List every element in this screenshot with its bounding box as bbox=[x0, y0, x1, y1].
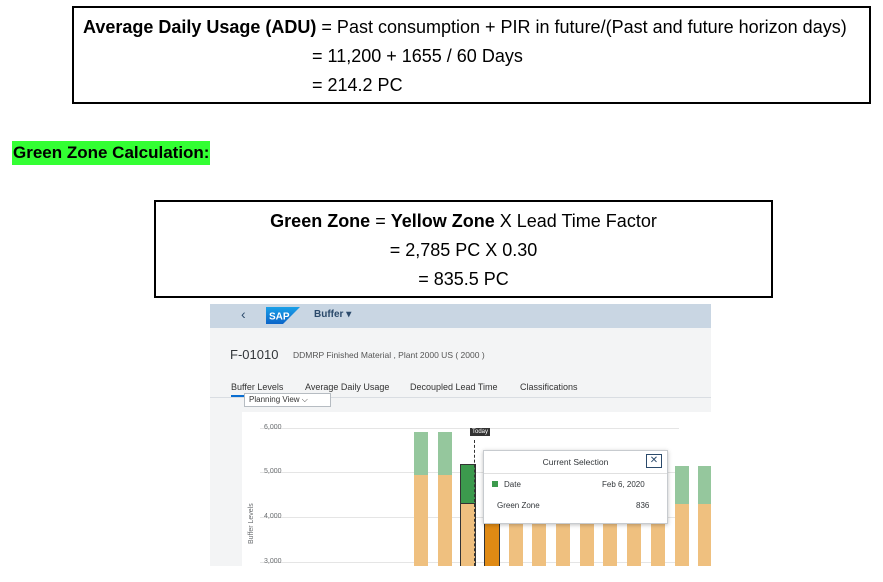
tab-bar-divider bbox=[210, 397, 711, 398]
y-tick-label: 4,000 bbox=[264, 513, 282, 520]
adu-step-1: = 11,200 + 1655 / 60 Days bbox=[312, 46, 523, 66]
date-value: Feb 6, 2020 bbox=[602, 480, 645, 489]
adu-formula-line: Average Daily Usage (ADU) = Past consump… bbox=[83, 16, 847, 38]
yellow-zone-bar[interactable] bbox=[698, 504, 711, 566]
yellow-zone-bar[interactable] bbox=[460, 503, 476, 566]
adu-label: Average Daily Usage (ADU) bbox=[83, 17, 317, 37]
date-label: Date bbox=[504, 480, 521, 489]
current-selection-popover: Current Selection ✕ Date Feb 6, 2020 Gre… bbox=[483, 450, 668, 524]
lead-time-factor-text: X Lead Time Factor bbox=[494, 211, 657, 231]
yellow-zone-bar[interactable] bbox=[675, 504, 689, 566]
sap-shell-bar: ‹ SAP Buffer ▾ bbox=[210, 304, 711, 328]
equals-sign: = bbox=[370, 211, 391, 231]
object-id: F-01010 bbox=[230, 347, 279, 362]
adu-formula: = Past consumption + PIR in future/(Past… bbox=[316, 17, 847, 37]
green-zone-row-label: Green Zone bbox=[497, 501, 540, 510]
y-tick-label: 5,000 bbox=[264, 468, 282, 475]
yellow-zone-bar[interactable] bbox=[627, 516, 641, 566]
y-tick-label: 3,000 bbox=[264, 558, 282, 565]
yellow-zone-bar[interactable] bbox=[414, 475, 428, 566]
y-axis-label: Buffer Levels bbox=[248, 503, 255, 544]
green-zone-bar[interactable] bbox=[675, 466, 689, 504]
green-zone-step-1: = 2,785 PC X 0.30 bbox=[389, 240, 538, 260]
adu-step-2: = 214.2 PC bbox=[312, 75, 403, 95]
yellow-zone-bar[interactable] bbox=[509, 516, 523, 566]
green-zone-swatch-icon bbox=[492, 481, 498, 487]
yellow-zone-bar[interactable] bbox=[556, 516, 570, 566]
green-zone-bar[interactable] bbox=[438, 432, 452, 475]
yellow-zone-bar[interactable] bbox=[580, 516, 594, 566]
object-description: DDMRP Finished Material , Plant 2000 US … bbox=[293, 350, 485, 360]
yellow-zone-bar[interactable] bbox=[651, 516, 665, 566]
popover-title: Current Selection bbox=[542, 457, 609, 467]
tab-decoupled-lead-time[interactable]: Decoupled Lead Time bbox=[410, 382, 498, 392]
sap-buffer-screenshot: ‹ SAP Buffer ▾ F-01010 DDMRP Finished Ma… bbox=[210, 304, 711, 566]
y-tick-label: 6,000 bbox=[264, 424, 282, 431]
green-zone-heading: Green Zone Calculation: bbox=[12, 141, 211, 165]
green-zone-row-value: 836 bbox=[636, 501, 650, 510]
green-zone-label: Green Zone bbox=[270, 211, 371, 231]
yellow-zone-label: Yellow Zone bbox=[390, 211, 495, 231]
green-zone-bar[interactable] bbox=[698, 466, 711, 504]
yellow-zone-bar[interactable] bbox=[484, 515, 500, 566]
tab-average-daily-usage[interactable]: Average Daily Usage bbox=[305, 382, 390, 392]
app-title-menu[interactable]: Buffer ▾ bbox=[314, 309, 352, 320]
tab-classifications[interactable]: Classifications bbox=[520, 382, 578, 392]
chevron-left-icon[interactable]: ‹ bbox=[241, 306, 246, 322]
green-zone-step-2: = 835.5 PC bbox=[418, 269, 509, 289]
sap-logo: SAP bbox=[266, 307, 300, 324]
close-icon[interactable]: ✕ bbox=[646, 454, 662, 468]
yellow-zone-bar[interactable] bbox=[603, 516, 617, 566]
adu-formula-box: Average Daily Usage (ADU) = Past consump… bbox=[72, 6, 871, 104]
green-zone-bar[interactable] bbox=[460, 464, 476, 505]
planning-view-select[interactable]: Planning View ⌵ bbox=[244, 393, 331, 407]
green-zone-formula-line: Green Zone = Yellow Zone X Lead Time Fac… bbox=[156, 210, 771, 232]
green-zone-formula-box: Green Zone = Yellow Zone X Lead Time Fac… bbox=[154, 200, 773, 298]
popover-divider bbox=[484, 473, 667, 474]
gridline bbox=[260, 428, 679, 429]
today-label: Today bbox=[470, 428, 491, 436]
yellow-zone-bar[interactable] bbox=[532, 516, 546, 566]
yellow-zone-bar[interactable] bbox=[438, 475, 452, 566]
sap-logo-text: SAP bbox=[269, 312, 290, 323]
today-marker-line bbox=[474, 440, 475, 566]
green-zone-bar[interactable] bbox=[414, 432, 428, 475]
tab-buffer-levels[interactable]: Buffer Levels bbox=[231, 382, 284, 392]
